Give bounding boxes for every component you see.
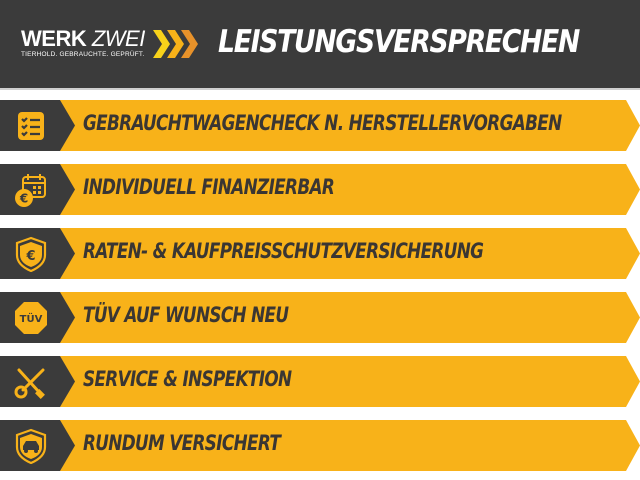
banner-shape [0,356,640,407]
item-label: TÜV AUF WUNSCH NEU [83,303,289,327]
page-title: LEISTUNGSVERSPRECHEN [218,24,580,60]
calendar-euro-icon: € [15,174,46,207]
item-label: SERVICE & INSPEKTION [83,367,292,391]
chevrons-icon [153,30,198,58]
item-label: RATEN- & KAUFPREISSCHUTZVERSICHERUNG [83,239,484,263]
list-item: SERVICE & INSPEKTION [0,356,640,407]
wrench-screwdriver-icon [14,368,45,399]
logo-zwei: ZWEI [91,26,146,51]
list-item: GEBRAUCHTWAGENCHECK N. HERSTELLERVORGABE… [0,100,640,151]
list-item: TÜV TÜV AUF WUNSCH NEU [0,292,640,343]
banner-shape [0,292,640,343]
item-label: RUNDUM VERSICHERT [83,431,281,455]
shield-car-icon [15,428,47,464]
svg-text:€: € [25,249,35,264]
banner-shape [0,228,640,279]
header: WERK ZWEI TIERHOLD. GEBRAUCHTE. GEPRÜFT.… [0,0,640,90]
checklist-icon [18,112,44,140]
item-label: GEBRAUCHTWAGENCHECK N. HERSTELLERVORGABE… [83,111,562,135]
shield-euro-icon: € [15,236,47,272]
logo-tagline: TIERHOLD. GEBRAUCHTE. GEPRÜFT. [21,51,145,58]
banner-shape [0,420,640,471]
list-item: € INDIVIDUELL FINANZIERBAR [0,164,640,215]
svg-text:€: € [19,192,28,206]
logo: WERK ZWEI TIERHOLD. GEBRAUCHTE. GEPRÜFT. [21,26,146,59]
logo-werk: WERK [21,26,87,51]
tuv-badge-icon: TÜV [15,302,47,334]
list-item: RUNDUM VERSICHERT [0,420,640,471]
svg-text:TÜV: TÜV [20,311,43,325]
list-item: € RATEN- & KAUFPREISSCHUTZVERSICHERUNG [0,228,640,279]
item-label: INDIVIDUELL FINANZIERBAR [83,175,335,199]
